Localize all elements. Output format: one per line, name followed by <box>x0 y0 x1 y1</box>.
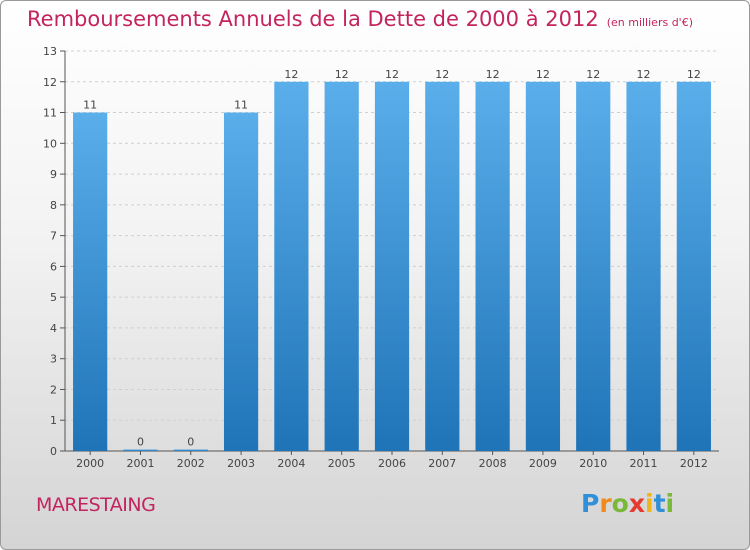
y-tick-label: 12 <box>43 76 57 89</box>
data-label: 12 <box>687 68 701 81</box>
chart-title: Remboursements Annuels de la Dette de 20… <box>27 7 693 31</box>
y-tick-label: 1 <box>50 414 57 427</box>
y-tick-label: 9 <box>50 168 57 181</box>
proxiti-logo: Proxiti <box>581 489 674 518</box>
data-label: 12 <box>435 68 449 81</box>
logo-letter: o <box>611 489 629 518</box>
logo-letter: i <box>645 489 654 518</box>
y-tick-label: 3 <box>50 353 57 366</box>
logo-letter: P <box>581 489 600 518</box>
bar <box>626 81 661 452</box>
y-tick-label: 6 <box>50 260 57 273</box>
y-tick-label: 13 <box>43 45 57 58</box>
x-tick-label: 2003 <box>227 457 255 470</box>
y-tick-label: 4 <box>50 322 57 335</box>
x-tick-label: 2010 <box>579 457 607 470</box>
data-label: 0 <box>137 436 144 449</box>
data-label: 11 <box>83 99 97 112</box>
x-tick-label: 2009 <box>529 457 557 470</box>
bar <box>576 81 611 452</box>
y-tick-label: 11 <box>43 107 57 120</box>
logo-letter: t <box>653 489 666 518</box>
y-tick-label: 0 <box>50 445 57 458</box>
data-label: 11 <box>234 99 248 112</box>
bar <box>374 81 410 452</box>
x-tick-label: 2008 <box>479 457 507 470</box>
x-tick-label: 2006 <box>378 457 406 470</box>
chart-title-text: Remboursements Annuels de la Dette de 20… <box>27 7 599 31</box>
x-tick-label: 2012 <box>680 457 708 470</box>
y-tick-label: 2 <box>50 383 57 396</box>
chart-unit: (en milliers d'€) <box>606 16 693 29</box>
bar <box>324 81 359 452</box>
bar <box>425 81 460 452</box>
x-tick-label: 2002 <box>177 457 205 470</box>
y-tick-label: 10 <box>43 137 57 150</box>
x-tick-label: 2000 <box>76 457 104 470</box>
data-label: 12 <box>385 68 399 81</box>
bar <box>274 81 309 452</box>
data-label: 12 <box>335 68 349 81</box>
y-tick-label: 5 <box>50 291 57 304</box>
bar <box>73 112 108 452</box>
x-tick-label: 2005 <box>328 457 356 470</box>
x-tick-label: 2004 <box>277 457 305 470</box>
commune-name: MARESTAING <box>36 494 156 516</box>
x-tick-label: 2001 <box>126 457 154 470</box>
bar <box>676 81 711 452</box>
bar <box>525 81 561 452</box>
data-label: 12 <box>486 68 500 81</box>
bar <box>475 81 510 452</box>
data-label: 12 <box>586 68 600 81</box>
logo-letter: i <box>665 489 675 518</box>
bar <box>173 449 208 451</box>
y-tick-label: 8 <box>50 199 57 212</box>
bar <box>223 112 259 452</box>
data-label: 12 <box>637 68 651 81</box>
x-tick-label: 2011 <box>630 457 658 470</box>
data-label: 0 <box>187 436 194 449</box>
logo-letter: x <box>628 489 645 518</box>
x-tick-label: 2007 <box>428 457 456 470</box>
data-label: 12 <box>536 68 550 81</box>
y-tick-label: 7 <box>50 230 57 243</box>
logo-letter: r <box>599 489 612 518</box>
bar <box>123 449 158 451</box>
data-label: 12 <box>284 68 298 81</box>
